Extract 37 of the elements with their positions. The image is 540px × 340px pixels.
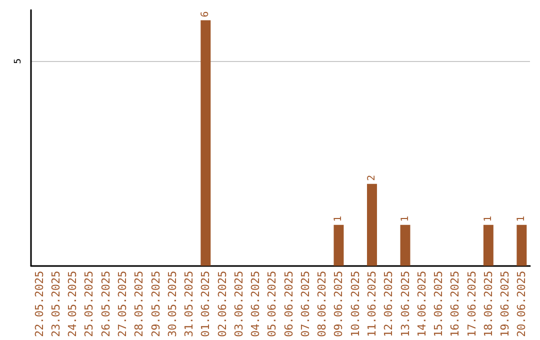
x-tick-label: 15.06.2025: [432, 270, 446, 338]
x-tick-label: 14.06.2025: [415, 270, 428, 338]
x-tick-label: 26.05.2025: [99, 270, 112, 338]
x-tick-label: 05.06.2025: [266, 270, 279, 338]
x-tick-label: 31.05.2025: [182, 270, 196, 338]
x-tick-label: 25.05.2025: [82, 270, 96, 338]
x-tick-label: 09.06.2025: [332, 270, 346, 338]
data-label: 2: [366, 174, 378, 181]
data-label: 6: [200, 11, 212, 18]
x-tick-label: 11.06.2025: [365, 270, 378, 338]
x-tick-label: 16.06.2025: [448, 270, 462, 338]
x-tick-label: 04.06.2025: [249, 270, 262, 338]
x-tick-label: 10.06.2025: [348, 270, 362, 338]
data-label: 1: [516, 216, 528, 222]
x-tick-label: 20.06.2025: [515, 270, 528, 338]
data-label: 1: [333, 216, 344, 222]
x-tick-label: 30.05.2025: [166, 270, 179, 338]
data-label: 1: [400, 216, 411, 222]
x-tick-label: 18.06.2025: [482, 270, 495, 338]
x-tick-label: 03.06.2025: [232, 270, 246, 338]
x-tick-label: 07.06.2025: [298, 270, 312, 338]
x-tick-label: 12.06.2025: [382, 270, 396, 338]
data-label: 1: [482, 216, 494, 222]
x-tick-label: 28.05.2025: [132, 270, 146, 338]
x-tick-label: 17.06.2025: [465, 270, 478, 338]
x-tick-label: 01.06.2025: [199, 270, 212, 338]
y-tick-label: 5: [14, 58, 24, 64]
x-tick-label: 29.05.2025: [149, 270, 162, 338]
x-tick-label: 19.06.2025: [498, 270, 512, 338]
x-tick-label: 06.06.2025: [282, 270, 296, 338]
x-tick-label: 24.05.2025: [66, 270, 80, 338]
x-tick-label: 08.06.2025: [316, 270, 329, 338]
x-tick-label: 02.06.2025: [216, 270, 229, 338]
x-tick-label: 13.06.2025: [398, 270, 412, 338]
x-tick-label: 27.05.2025: [116, 270, 129, 338]
x-tick-label: 22.05.2025: [32, 270, 46, 338]
x-tick-label: 23.05.2025: [49, 270, 62, 338]
